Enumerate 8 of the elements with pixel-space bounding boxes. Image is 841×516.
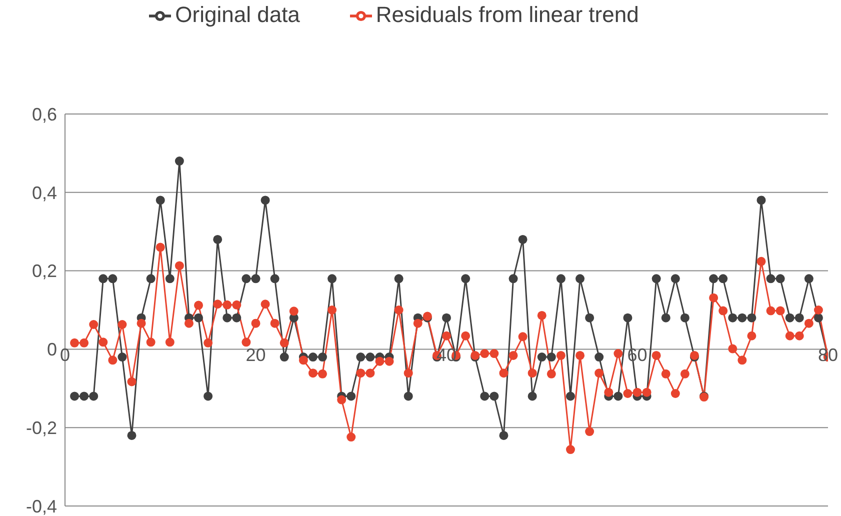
- y-tick-label: 0,6: [32, 104, 57, 124]
- legend-label: Residuals from linear trend: [376, 2, 639, 27]
- x-tick-label: 20: [246, 344, 266, 365]
- y-tick-label: -0,4: [26, 496, 57, 516]
- y-tick-label: 0,2: [32, 261, 57, 282]
- y-tick-label: -0,2: [26, 418, 57, 438]
- legend-label: Original data: [175, 2, 300, 27]
- y-tick-label: 0,4: [32, 182, 57, 203]
